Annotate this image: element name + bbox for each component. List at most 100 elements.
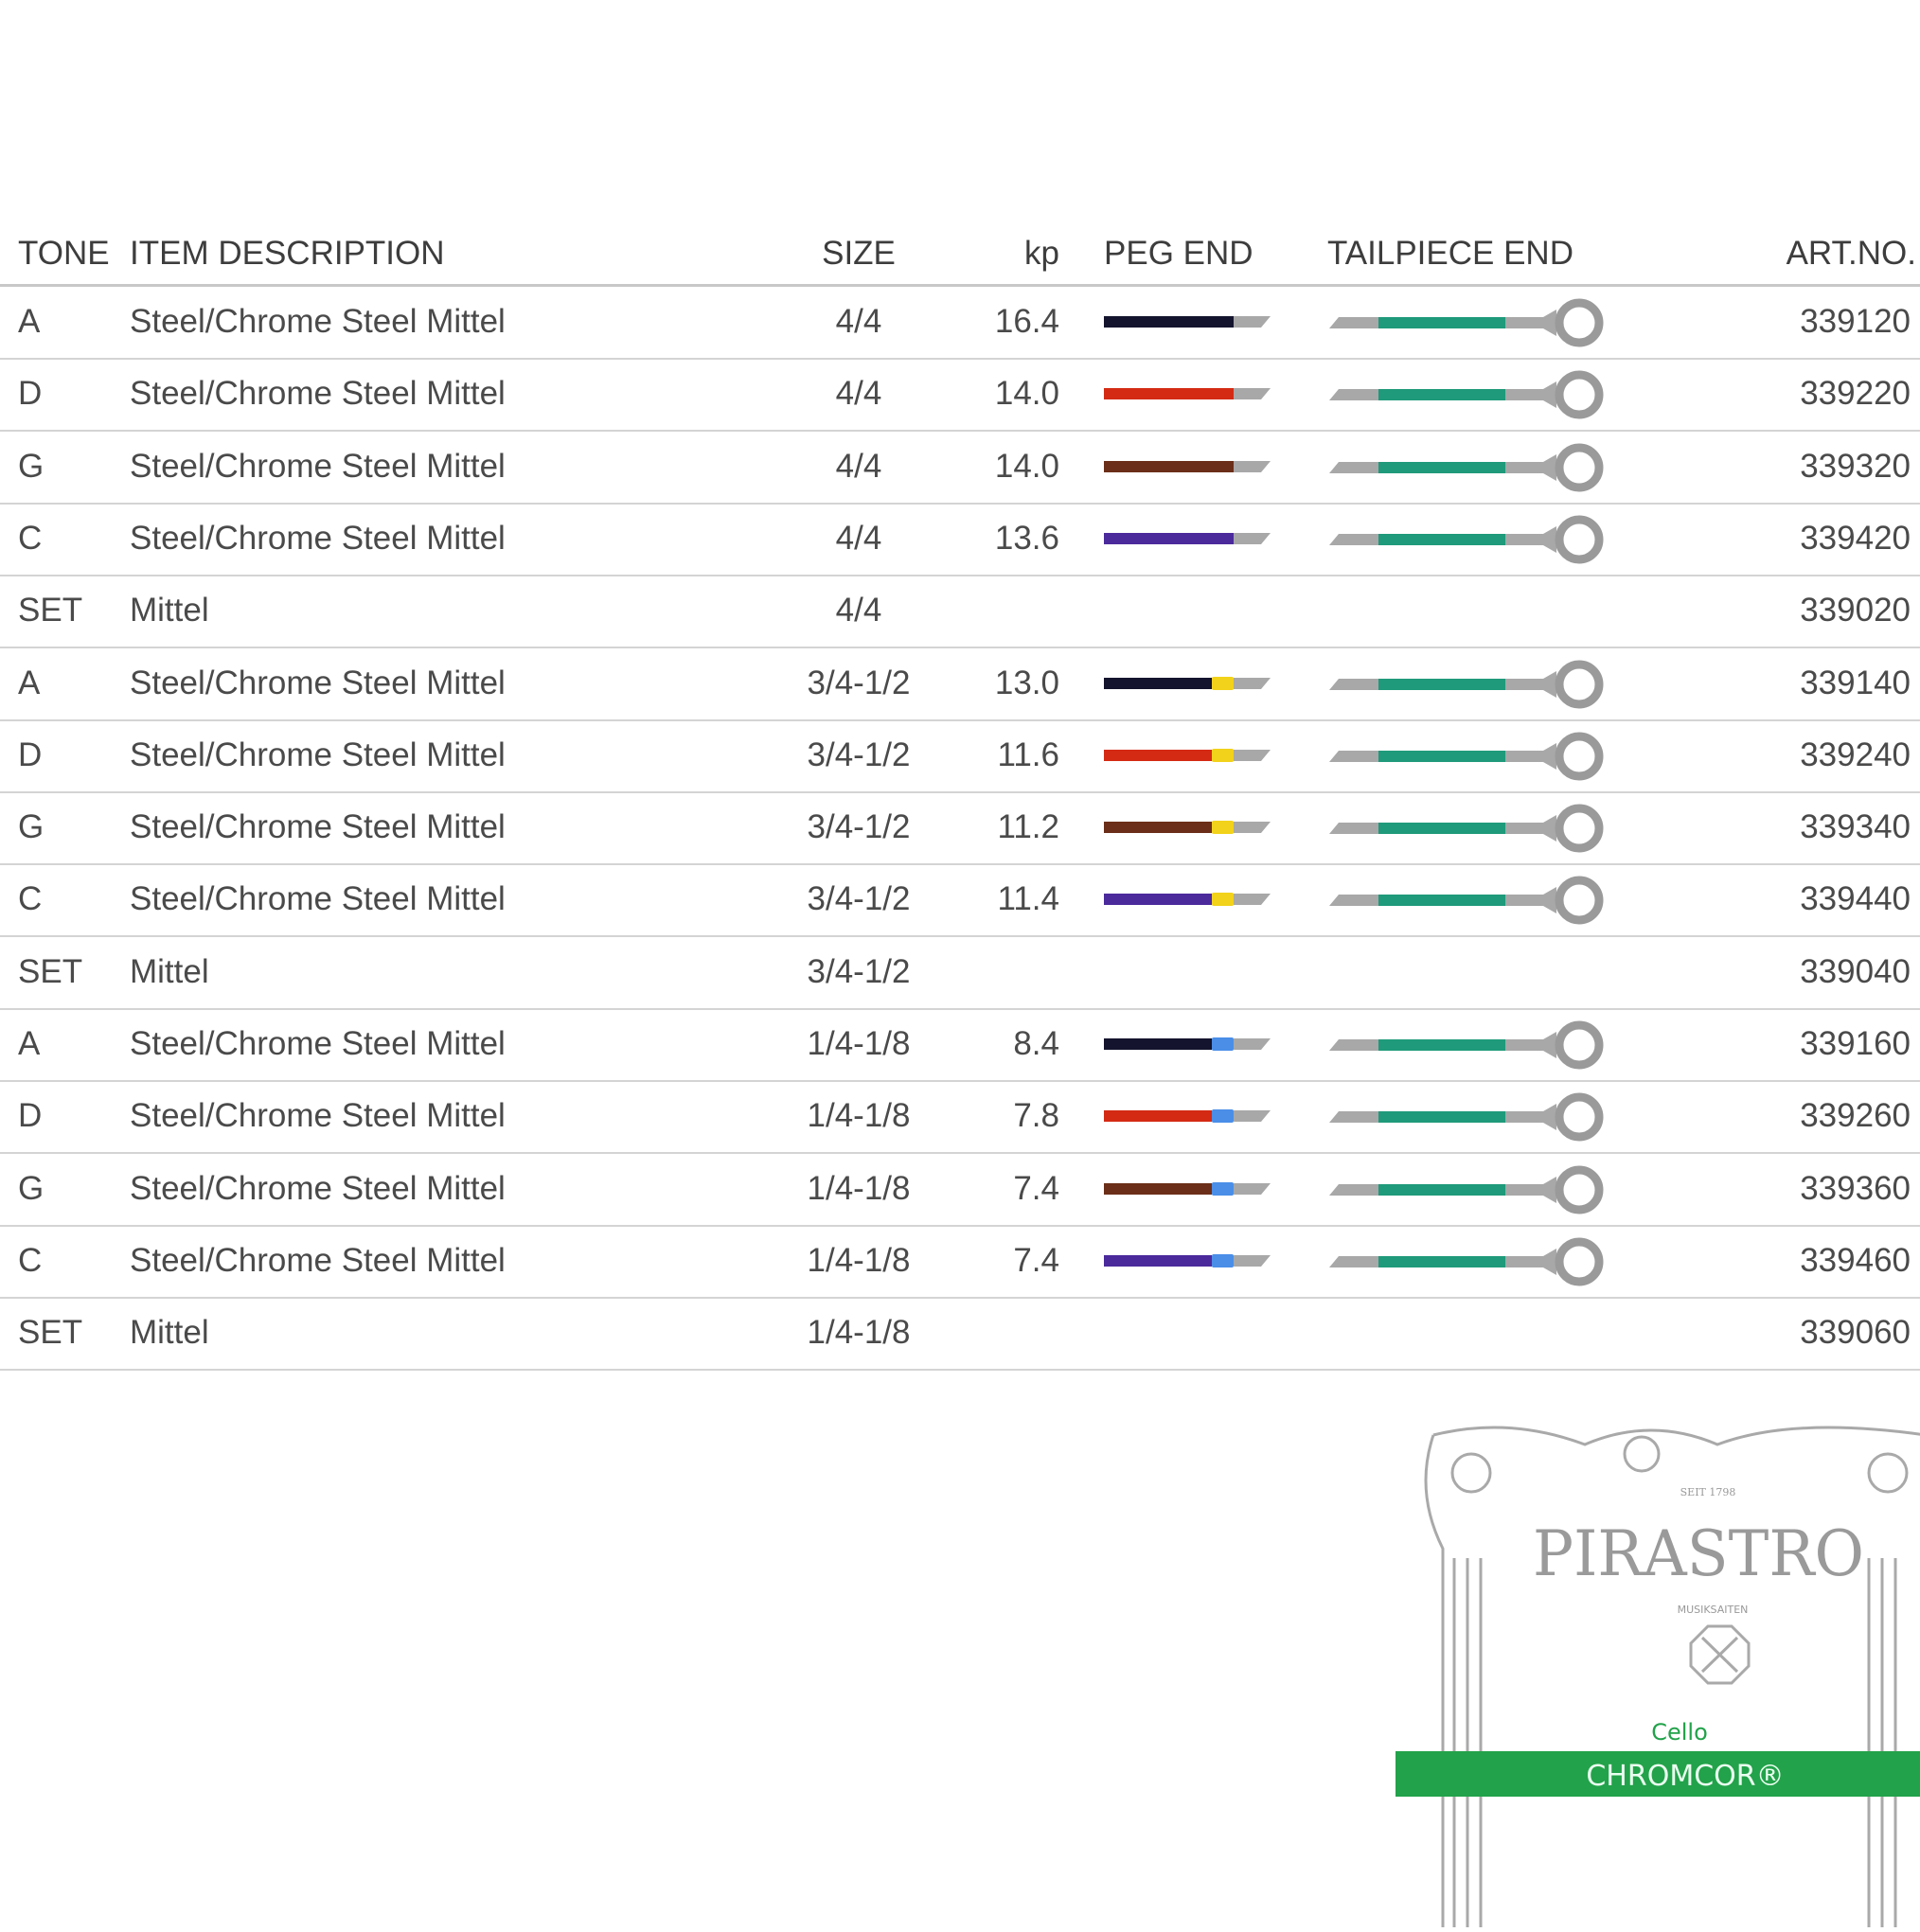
description-cell: Mittel bbox=[130, 1314, 209, 1352]
tone-cell: A bbox=[18, 664, 41, 701]
art-no-cell: 339460 bbox=[1800, 1241, 1911, 1279]
tailpiece-end-icon bbox=[1329, 660, 1604, 708]
description-cell: Steel/Chrome Steel Mittel bbox=[130, 1025, 506, 1062]
kp-cell: 14.0 bbox=[994, 447, 1059, 485]
tailpiece-end-icon bbox=[1329, 1165, 1604, 1214]
description-cell: Mittel bbox=[130, 952, 209, 990]
header-tailpiece-end: TAILPIECE END bbox=[1327, 235, 1573, 272]
art-no-cell: 339020 bbox=[1800, 592, 1911, 629]
logo-brand: PIRASTRO bbox=[1533, 1517, 1864, 1590]
description-cell: Steel/Chrome Steel Mittel bbox=[130, 519, 506, 557]
size-cell: 3/4-1/2 bbox=[807, 952, 911, 990]
tone-cell: D bbox=[18, 1097, 43, 1135]
logo-since: SEIT 1798 bbox=[1680, 1486, 1736, 1498]
description-cell: Steel/Chrome Steel Mittel bbox=[130, 447, 506, 485]
size-cell: 1/4-1/8 bbox=[807, 1097, 911, 1135]
description-cell: Steel/Chrome Steel Mittel bbox=[130, 880, 506, 918]
art-no-cell: 339260 bbox=[1800, 1097, 1911, 1135]
size-cell: 1/4-1/8 bbox=[807, 1025, 911, 1062]
table-row: SET Mittel 3/4-1/2 339040 bbox=[0, 936, 1920, 1010]
art-no-cell: 339060 bbox=[1800, 1314, 1911, 1352]
description-cell: Steel/Chrome Steel Mittel bbox=[130, 664, 506, 701]
size-cell: 4/4 bbox=[835, 592, 882, 629]
size-cell: 3/4-1/2 bbox=[807, 736, 911, 773]
description-cell: Steel/Chrome Steel Mittel bbox=[130, 1241, 506, 1279]
size-cell: 3/4-1/2 bbox=[807, 664, 911, 701]
peg-end-icon bbox=[1104, 1253, 1271, 1267]
description-cell: Steel/Chrome Steel Mittel bbox=[130, 808, 506, 846]
art-no-cell: 339360 bbox=[1800, 1169, 1911, 1207]
size-cell: 1/4-1/8 bbox=[807, 1241, 911, 1279]
description-cell: Steel/Chrome Steel Mittel bbox=[130, 736, 506, 773]
tailpiece-end-icon bbox=[1329, 443, 1604, 492]
kp-cell: 11.6 bbox=[997, 736, 1059, 773]
table-row: G Steel/Chrome Steel Mittel 4/4 14.0 339320 bbox=[0, 431, 1920, 505]
size-cell: 3/4-1/2 bbox=[807, 880, 911, 918]
art-no-cell: 339440 bbox=[1800, 880, 1911, 918]
table-row: D Steel/Chrome Steel Mittel 4/4 14.0 339220 bbox=[0, 358, 1920, 433]
table-row: C Steel/Chrome Steel Mittel 3/4-1/2 11.4 339… bbox=[0, 863, 1920, 938]
art-no-cell: 339120 bbox=[1800, 303, 1911, 340]
tone-cell: D bbox=[18, 375, 43, 413]
peg-end-icon bbox=[1104, 316, 1271, 328]
table-row: A Steel/Chrome Steel Mittel 1/4-1/8 8.4 3391… bbox=[0, 1008, 1920, 1082]
size-cell: 4/4 bbox=[835, 447, 882, 485]
kp-cell: 13.0 bbox=[994, 664, 1059, 701]
art-no-cell: 339140 bbox=[1800, 664, 1911, 701]
art-no-cell: 339340 bbox=[1800, 808, 1911, 846]
peg-end-icon bbox=[1104, 821, 1271, 835]
peg-end-icon bbox=[1104, 893, 1271, 907]
size-cell: 1/4-1/8 bbox=[807, 1314, 911, 1352]
kp-cell: 11.4 bbox=[997, 880, 1059, 918]
description-cell: Steel/Chrome Steel Mittel bbox=[130, 375, 506, 413]
header-divider bbox=[0, 284, 1920, 287]
description-cell: Steel/Chrome Steel Mittel bbox=[130, 1097, 506, 1135]
header-size: SIZE bbox=[822, 235, 896, 272]
tailpiece-end-icon bbox=[1329, 1092, 1604, 1142]
tailpiece-end-icon bbox=[1329, 1020, 1604, 1070]
art-no-cell: 339160 bbox=[1800, 1025, 1911, 1062]
kp-cell: 7.4 bbox=[1013, 1241, 1059, 1279]
tailpiece-end-icon bbox=[1329, 515, 1604, 564]
tone-cell: G bbox=[18, 447, 44, 485]
peg-end-icon bbox=[1104, 676, 1271, 690]
tailpiece-end-icon bbox=[1329, 804, 1604, 853]
tone-cell: SET bbox=[18, 592, 83, 629]
art-no-cell: 339040 bbox=[1800, 952, 1911, 990]
size-cell: 4/4 bbox=[835, 375, 882, 413]
tailpiece-end-icon bbox=[1329, 1237, 1604, 1286]
table-row: C Steel/Chrome Steel Mittel 1/4-1/8 7.4 3394… bbox=[0, 1225, 1920, 1299]
kp-cell: 16.4 bbox=[994, 303, 1059, 340]
size-cell: 4/4 bbox=[835, 519, 882, 557]
tone-cell: C bbox=[18, 1241, 43, 1279]
header-description: ITEM DESCRIPTION bbox=[130, 235, 445, 272]
tone-cell: G bbox=[18, 1169, 44, 1207]
tailpiece-end-icon bbox=[1329, 298, 1604, 347]
tone-cell: SET bbox=[18, 952, 83, 990]
kp-cell: 14.0 bbox=[994, 375, 1059, 413]
description-cell: Mittel bbox=[130, 592, 209, 629]
size-cell: 3/4-1/2 bbox=[807, 808, 911, 846]
table-row: A Steel/Chrome Steel Mittel 4/4 16.4 339120 bbox=[0, 286, 1920, 360]
peg-end-icon bbox=[1104, 1037, 1271, 1051]
tone-cell: A bbox=[18, 1025, 41, 1062]
kp-cell: 7.8 bbox=[1013, 1097, 1059, 1135]
description-cell: Steel/Chrome Steel Mittel bbox=[130, 1169, 506, 1207]
kp-cell: 11.2 bbox=[997, 808, 1059, 846]
header-art-no: ART.NO. bbox=[1786, 235, 1916, 272]
tone-cell: D bbox=[18, 736, 43, 773]
tailpiece-end-icon bbox=[1329, 370, 1604, 419]
table-row: G Steel/Chrome Steel Mittel 3/4-1/2 11.2 339… bbox=[0, 791, 1920, 866]
peg-end-icon bbox=[1104, 748, 1271, 762]
description-cell: Steel/Chrome Steel Mittel bbox=[130, 303, 506, 340]
art-no-cell: 339240 bbox=[1800, 736, 1911, 773]
logo-sub: MUSIKSAITEN bbox=[1678, 1604, 1749, 1616]
peg-end-icon bbox=[1104, 388, 1271, 400]
pirastro-chromcor-logo: SEIT 1798 PIRASTRO MUSIKSAITEN Cello CHR… bbox=[1396, 1416, 1920, 1927]
table-header: TONE ITEM DESCRIPTION SIZE kp PEG END TA… bbox=[0, 235, 1920, 284]
art-no-cell: 339220 bbox=[1800, 375, 1911, 413]
tone-cell: G bbox=[18, 808, 44, 846]
header-kp: kp bbox=[1024, 235, 1059, 272]
table-row: G Steel/Chrome Steel Mittel 1/4-1/8 7.4 3393… bbox=[0, 1153, 1920, 1227]
kp-cell: 7.4 bbox=[1013, 1169, 1059, 1207]
